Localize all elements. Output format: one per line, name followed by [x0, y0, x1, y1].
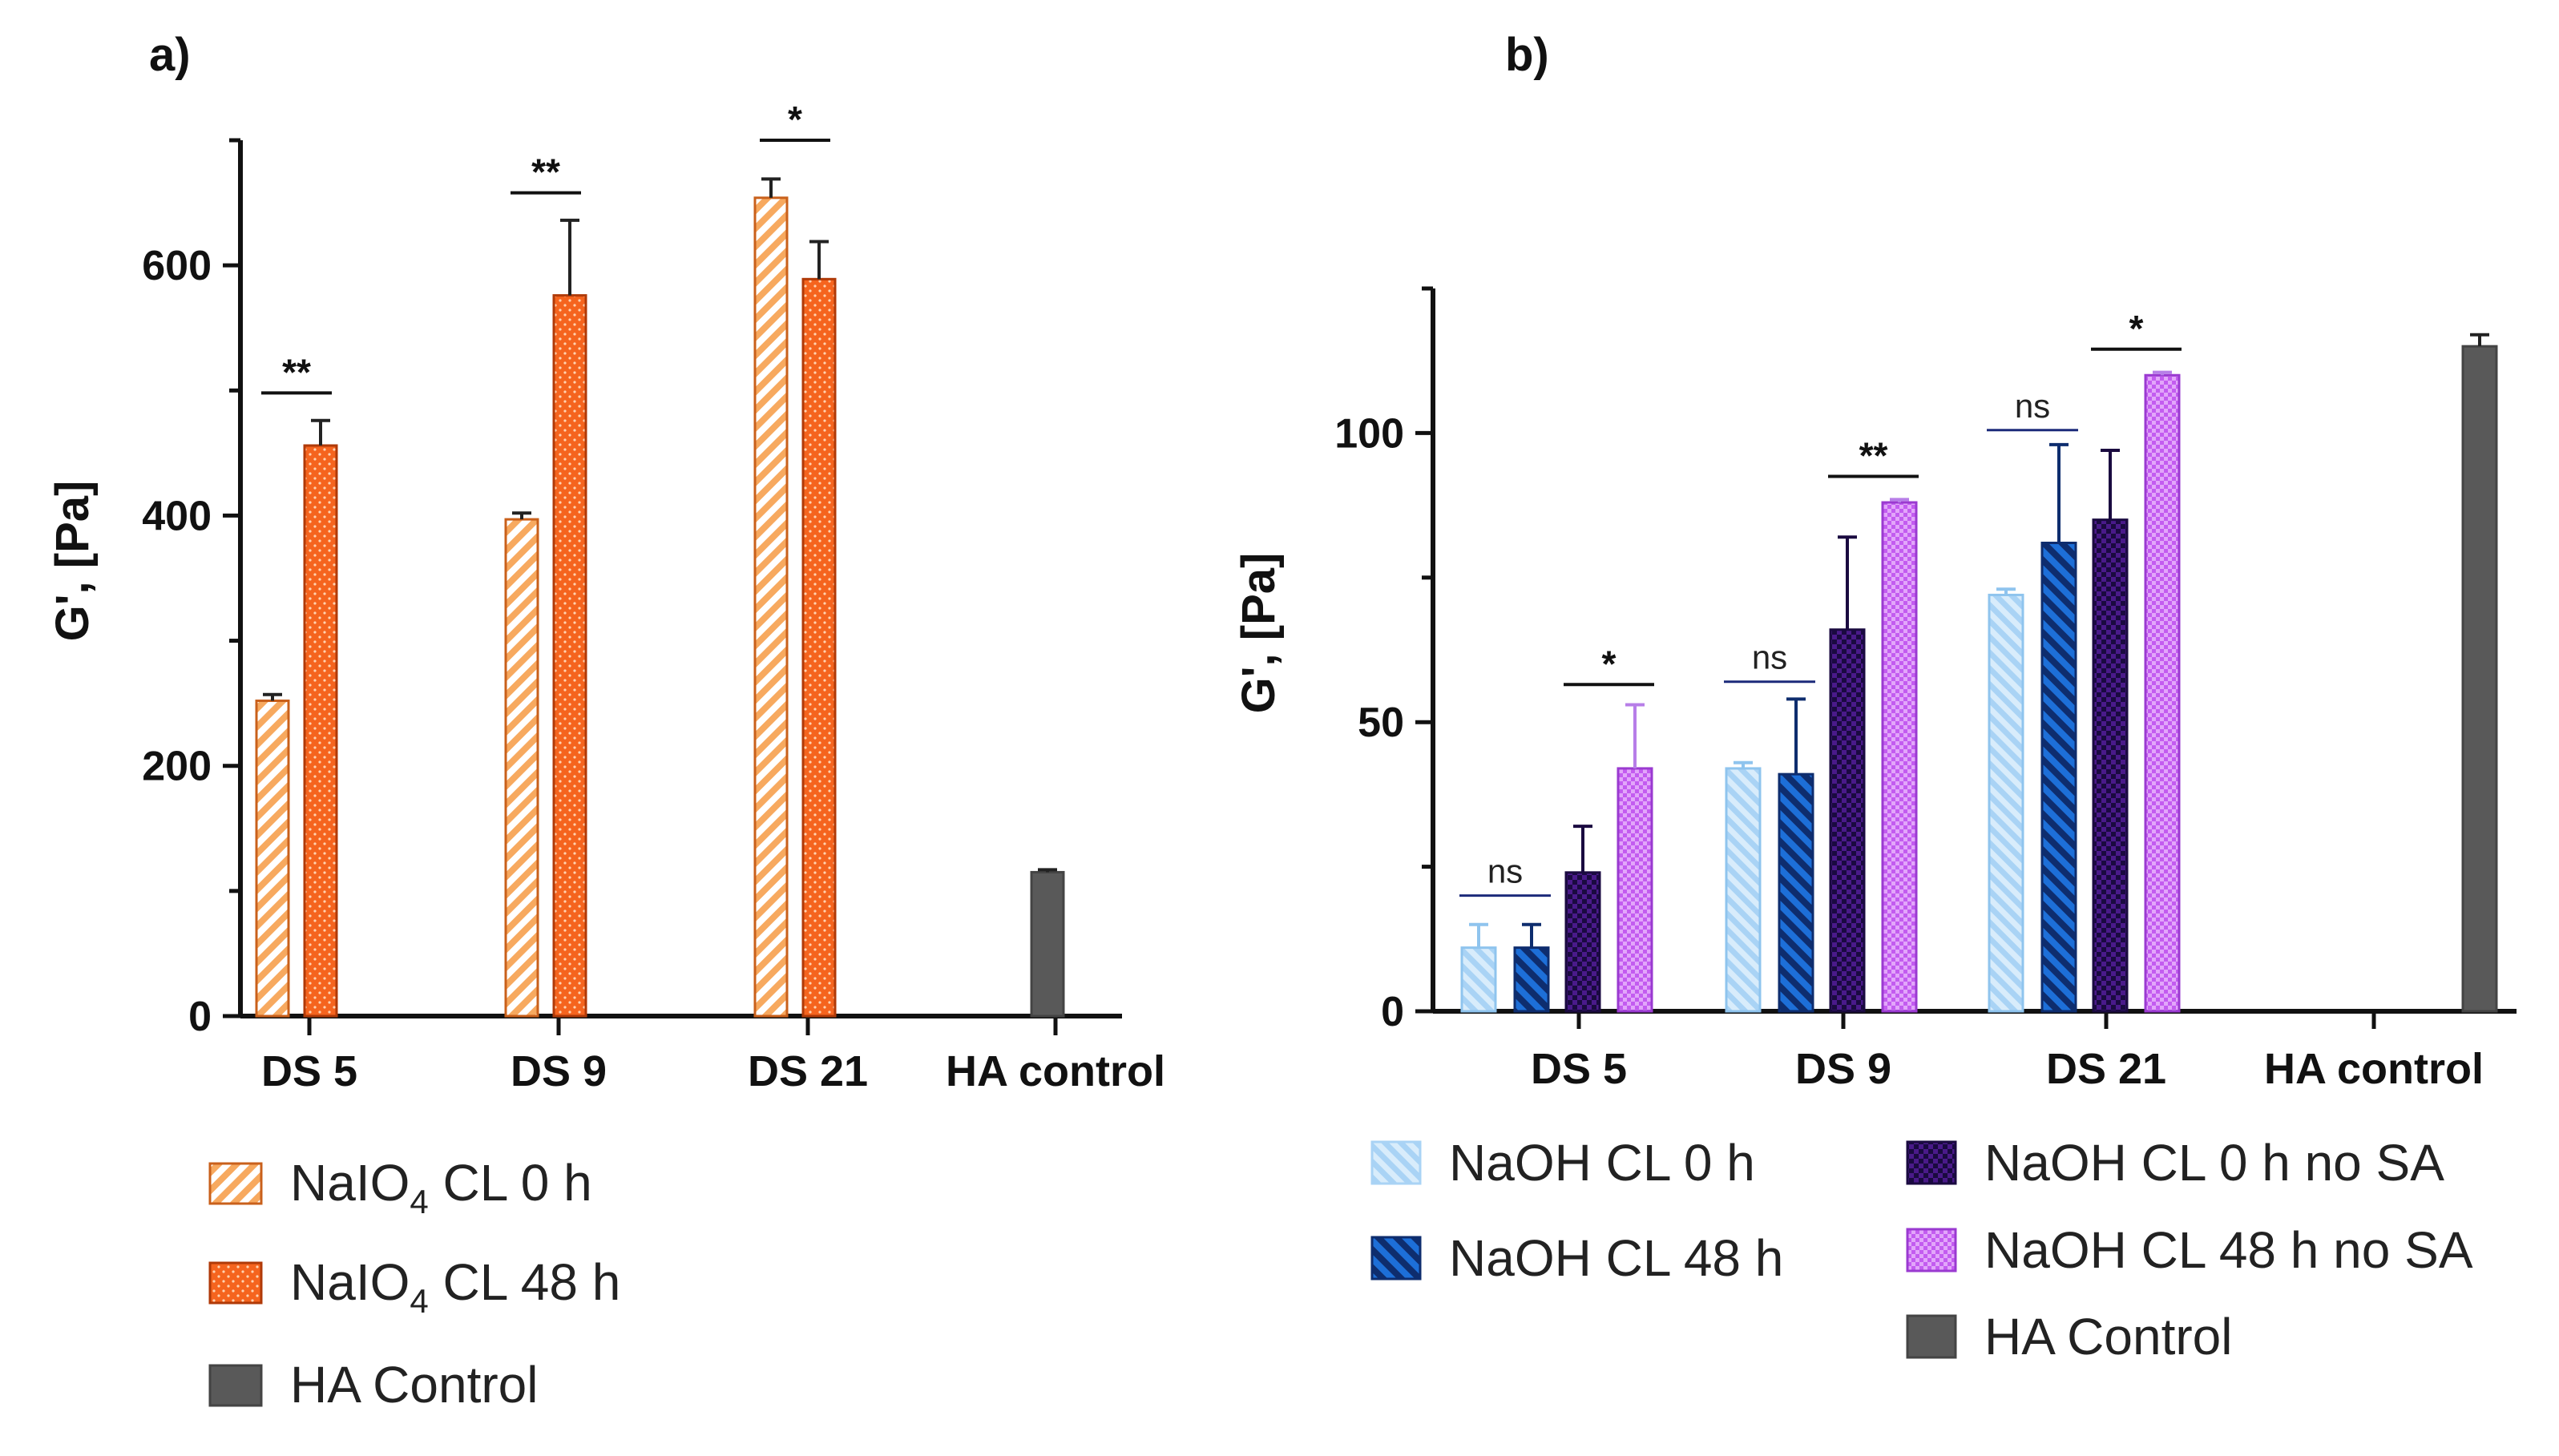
legend-label-b-0: NaOH CL 0 h: [1449, 1134, 1755, 1192]
panel-a-label: a): [149, 29, 191, 81]
bar-naoh-cl-48-h-no-sa-ds-5: [1617, 767, 1653, 1013]
significance-label-b: ns: [2015, 387, 2050, 425]
category-label-ds-21: DS 21: [748, 1047, 868, 1095]
panel-b-label: b): [1505, 29, 1549, 81]
category-label-ha-control: HA control: [946, 1047, 1165, 1095]
chart-a: 0 200 400 600 G', [Pa] DS 5 DS 9 DS 21 HA contro…: [46, 99, 1165, 1095]
bar-naoh-cl-0-h-ds-9: [1725, 767, 1762, 1013]
y-tick-label-b: 50: [1358, 700, 1404, 746]
category-label-ds-5: DS 5: [1531, 1045, 1627, 1093]
legend-swatch-b-1: [1370, 1236, 1422, 1281]
significance-label-b: *: [2129, 308, 2144, 349]
significance-label-b: ns: [1487, 853, 1523, 890]
category-label-ha-control: HA control: [2264, 1045, 2484, 1093]
legend-b: NaOH CL 0 h NaOH CL 48 h NaOH CL 0 h no SA…: [1370, 1134, 2473, 1365]
bar-ha-control-ha-control: [2461, 345, 2498, 1013]
legend-swatch-a-0: [208, 1162, 263, 1205]
legend-swatch-b-0: [1370, 1140, 1422, 1185]
bar-naoh-cl-48-h-no-sa-ds-21: [2144, 373, 2181, 1013]
legend-label-b-1: NaOH CL 48 h: [1449, 1229, 1783, 1287]
bar-naio4-cl-48-h-ds-9: [552, 294, 587, 1018]
bar-naio4-cl-0-h-ds-21: [753, 196, 789, 1018]
significance-label-a: **: [282, 351, 311, 393]
y-tick-label-b: 0: [1381, 989, 1404, 1035]
bar-ha-control-ha-control: [1030, 870, 1065, 1018]
category-label-ds-21: DS 21: [2046, 1045, 2166, 1093]
bar-naio4-cl-48-h-ds-21: [801, 277, 837, 1018]
y-axis-title-b: G', [Pa]: [1233, 553, 1285, 714]
bar-naoh-cl-0-h-no-sa-ds-5: [1564, 871, 1601, 1013]
y-axis-title-a: G', [Pa]: [46, 481, 99, 642]
category-label-ds-9: DS 9: [511, 1047, 607, 1095]
legend-label-b-3: NaOH CL 48 h no SA: [1984, 1221, 2473, 1279]
chart-b: 0 50 100 G', [Pa] DS 5 DS 9 DS 21 HA control ns *…: [1233, 286, 2517, 1093]
y-tick-label-a: 0: [188, 994, 212, 1040]
bar-naoh-cl-48-h-ds-5: [1513, 946, 1550, 1013]
legend-a: NaIO4 CL 0 h NaIO4 CL 48 h HA Control: [208, 1154, 620, 1414]
legend-swatch-a-1: [208, 1261, 263, 1305]
bar-naoh-cl-0-h-ds-21: [1988, 593, 2024, 1013]
legend-swatch-b-3: [1906, 1228, 1957, 1272]
legend-swatch-a-2: [208, 1364, 263, 1407]
bar-naio4-cl-48-h-ds-5: [303, 444, 338, 1018]
significance-label-b: ns: [1752, 639, 1787, 676]
category-label-ds-5: DS 5: [261, 1047, 357, 1095]
significance-label-b: **: [1859, 435, 1888, 477]
y-tick-label-b: 100: [1334, 410, 1404, 457]
y-tick-label-a: 600: [142, 243, 212, 289]
bar-naoh-cl-48-h-ds-21: [2040, 542, 2077, 1013]
bar-naoh-cl-48-h-no-sa-ds-9: [1881, 501, 1918, 1013]
bar-naio4-cl-0-h-ds-5: [255, 700, 290, 1018]
legend-label-b-4: HA Control: [1984, 1308, 2232, 1365]
legend-label-a-1: NaIO4 CL 48 h: [290, 1253, 620, 1320]
bar-naoh-cl-0-h-no-sa-ds-21: [2092, 518, 2129, 1013]
significance-label-a: *: [788, 99, 802, 140]
significance-label-a: **: [531, 151, 560, 193]
bar-naoh-cl-0-h-no-sa-ds-9: [1829, 628, 1866, 1013]
y-tick-label-a: 200: [142, 744, 212, 790]
legend-swatch-b-2: [1906, 1140, 1957, 1185]
significance-label-b: *: [1602, 643, 1617, 684]
legend-swatch-b-4: [1906, 1314, 1957, 1359]
bar-naoh-cl-48-h-ds-9: [1778, 772, 1814, 1013]
legend-label-a-2: HA Control: [290, 1356, 538, 1414]
bar-naio4-cl-0-h-ds-9: [504, 518, 539, 1018]
bar-naoh-cl-0-h-ds-5: [1460, 946, 1497, 1013]
y-tick-label-a: 400: [142, 493, 212, 539]
legend-label-a-0: NaIO4 CL 0 h: [290, 1154, 592, 1220]
category-label-ds-9: DS 9: [1795, 1045, 1891, 1093]
legend-label-b-2: NaOH CL 0 h no SA: [1984, 1134, 2444, 1192]
